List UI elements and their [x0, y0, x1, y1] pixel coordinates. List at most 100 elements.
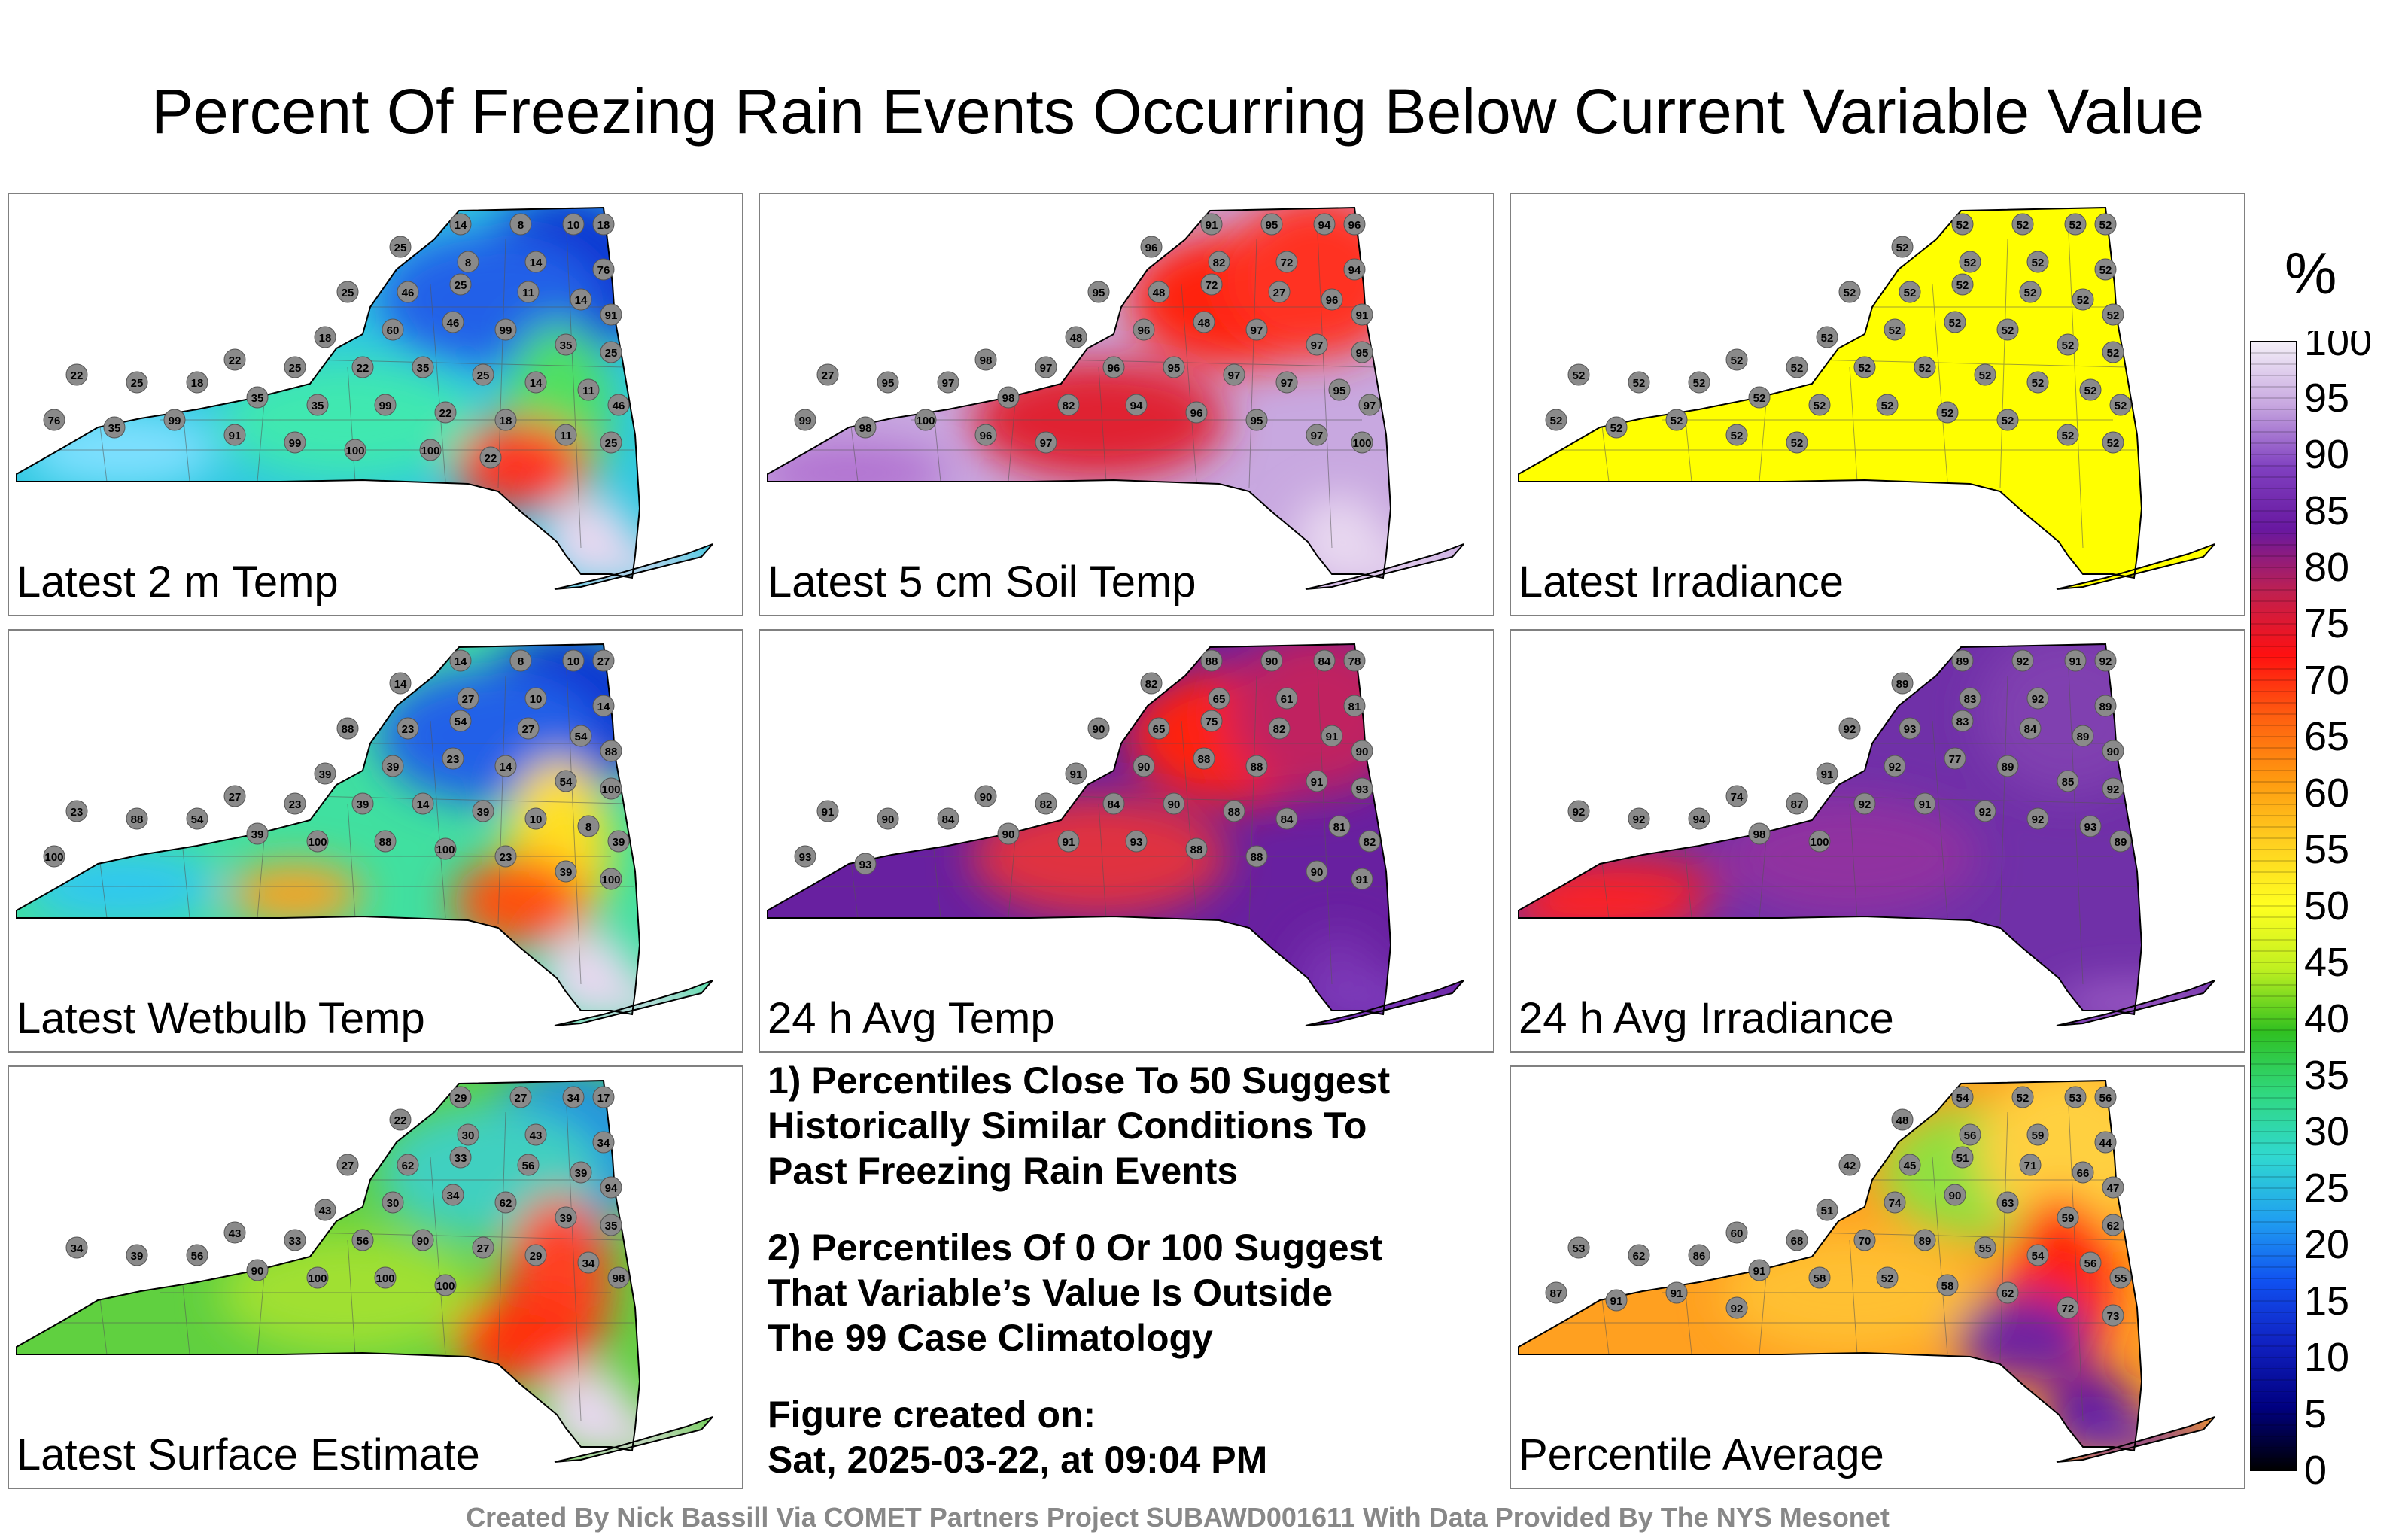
colorbar-tick-label: 0 — [2304, 1448, 2327, 1493]
svg-text:54: 54 — [455, 716, 467, 728]
station-marker: 94 — [600, 1176, 622, 1199]
station-marker: 52 — [1628, 371, 1650, 394]
svg-text:92: 92 — [2032, 693, 2045, 706]
station-marker: 56 — [2094, 1086, 2117, 1108]
station-marker: 78 — [1343, 649, 1366, 672]
station-marker: 56 — [351, 1229, 374, 1251]
station-marker: 52 — [1936, 401, 1959, 424]
station-marker: 58 — [1808, 1266, 1831, 1289]
panel-label: Latest Surface Estimate — [17, 1430, 480, 1479]
colorbar-tick-label: 60 — [2304, 771, 2349, 816]
station-marker: 8 — [509, 649, 532, 672]
state-map: 91 95 94 96 96 82 72 94 95 48 72 27 96 91 48 96 48 97 97 95… — [767, 206, 1464, 590]
svg-text:70: 70 — [1859, 1235, 1871, 1248]
svg-text:93: 93 — [799, 851, 812, 864]
station-marker: 14 — [524, 371, 547, 394]
svg-text:53: 53 — [2069, 1092, 2082, 1105]
station-marker: 14 — [412, 792, 434, 815]
svg-text:11: 11 — [560, 430, 572, 442]
note-1: 1) Percentiles Close To 50 Suggest Histo… — [768, 1058, 1490, 1193]
svg-text:84: 84 — [1281, 813, 1294, 826]
station-marker: 89 — [2109, 830, 2132, 853]
station-marker: 94 — [1688, 807, 1710, 830]
svg-text:99: 99 — [500, 324, 512, 337]
svg-text:14: 14 — [500, 761, 512, 774]
station-marker: 52 — [1838, 281, 1861, 303]
station-marker: 52 — [1688, 371, 1710, 394]
svg-text:8: 8 — [518, 655, 524, 668]
map-panel-7: 29 27 34 17 22 30 43 34 27 62 33 56 39 94 43 30 34 62 39 35… — [8, 1065, 743, 1489]
station-marker: 52 — [1567, 363, 1590, 386]
station-marker: 52 — [1959, 251, 1981, 273]
station-marker: 39 — [607, 830, 630, 853]
svg-text:54: 54 — [1956, 1092, 1969, 1105]
svg-text:10: 10 — [567, 219, 580, 232]
svg-text:91: 91 — [1821, 768, 1834, 781]
station-marker: 88 — [600, 740, 622, 762]
svg-text:27: 27 — [477, 1242, 490, 1255]
svg-text:10: 10 — [530, 693, 543, 706]
svg-text:91: 91 — [1063, 836, 1075, 849]
station-marker: 68 — [1786, 1229, 1808, 1251]
created-info: Figure created on: Sat, 2025-03-22, at 0… — [768, 1392, 1490, 1482]
svg-text:52: 52 — [1731, 354, 1744, 367]
station-marker: 22 — [65, 363, 88, 386]
station-marker: 18 — [186, 371, 208, 394]
station-marker: 11 — [577, 378, 600, 401]
station-marker: 99 — [284, 431, 306, 454]
station-marker: 33 — [449, 1146, 472, 1169]
station-marker: 55 — [1974, 1236, 1996, 1259]
station-marker: 53 — [2064, 1086, 2087, 1108]
svg-text:100: 100 — [375, 1272, 394, 1285]
station-marker: 84 — [1275, 807, 1298, 830]
svg-text:98: 98 — [1002, 392, 1015, 405]
colorbar-tick-label: 50 — [2304, 883, 2349, 929]
station-marker: 94 — [1313, 213, 1336, 236]
colorbar-tick-label: 10 — [2304, 1335, 2349, 1380]
station-marker: 95 — [1087, 281, 1110, 303]
svg-text:98: 98 — [859, 422, 872, 435]
station-marker: 91 — [223, 424, 246, 446]
svg-text:65: 65 — [1213, 693, 1226, 706]
station-marker: 91 — [1321, 725, 1343, 747]
station-marker: 43 — [223, 1221, 246, 1244]
svg-text:96: 96 — [1138, 324, 1151, 337]
svg-text:62: 62 — [402, 1160, 415, 1172]
station-marker: 96 — [1102, 356, 1125, 378]
station-marker: 52 — [2011, 1086, 2034, 1108]
station-marker: 88 — [126, 807, 148, 830]
station-marker: 82 — [1358, 830, 1381, 853]
station-marker: 8 — [509, 213, 532, 236]
svg-text:22: 22 — [439, 407, 452, 420]
station-marker: 52 — [1725, 348, 1748, 371]
svg-text:100: 100 — [1352, 437, 1371, 450]
station-marker: 100 — [1351, 431, 1373, 454]
station-marker: 54 — [555, 770, 577, 792]
station-marker: 82 — [1035, 792, 1057, 815]
svg-text:89: 89 — [2115, 836, 2127, 849]
svg-text:59: 59 — [2062, 1212, 2075, 1225]
svg-text:52: 52 — [1979, 369, 1992, 382]
station-marker: 90 — [1351, 740, 1373, 762]
station-marker: 18 — [314, 326, 336, 348]
state-outline — [767, 206, 1392, 579]
station-marker: 29 — [449, 1086, 472, 1108]
station-marker: 52 — [2102, 303, 2124, 326]
state-map: 29 27 34 17 22 30 43 34 27 62 33 56 39 94 43 30 34 62 39 35… — [16, 1079, 713, 1463]
svg-text:30: 30 — [387, 1197, 400, 1210]
station-marker: 98 — [1748, 822, 1771, 845]
shade-region — [453, 420, 588, 510]
state-outline — [1518, 206, 2143, 579]
svg-text:51: 51 — [1956, 1152, 1969, 1165]
map-panel-5: 88 90 84 78 82 65 61 81 90 65 75 82 91 90 91 90 88 88 91 93… — [759, 629, 1494, 1053]
station-marker: 100 — [374, 1266, 397, 1289]
svg-text:46: 46 — [402, 287, 415, 299]
station-marker: 96 — [1133, 318, 1155, 341]
station-marker: 22 — [479, 446, 502, 469]
station-marker: 52 — [1974, 363, 1996, 386]
svg-text:56: 56 — [2084, 1257, 2097, 1270]
svg-text:52: 52 — [1904, 287, 1917, 299]
colorbar-tick-label: 65 — [2304, 714, 2349, 759]
svg-text:89: 89 — [2002, 761, 2014, 774]
svg-text:74: 74 — [1889, 1197, 1902, 1210]
